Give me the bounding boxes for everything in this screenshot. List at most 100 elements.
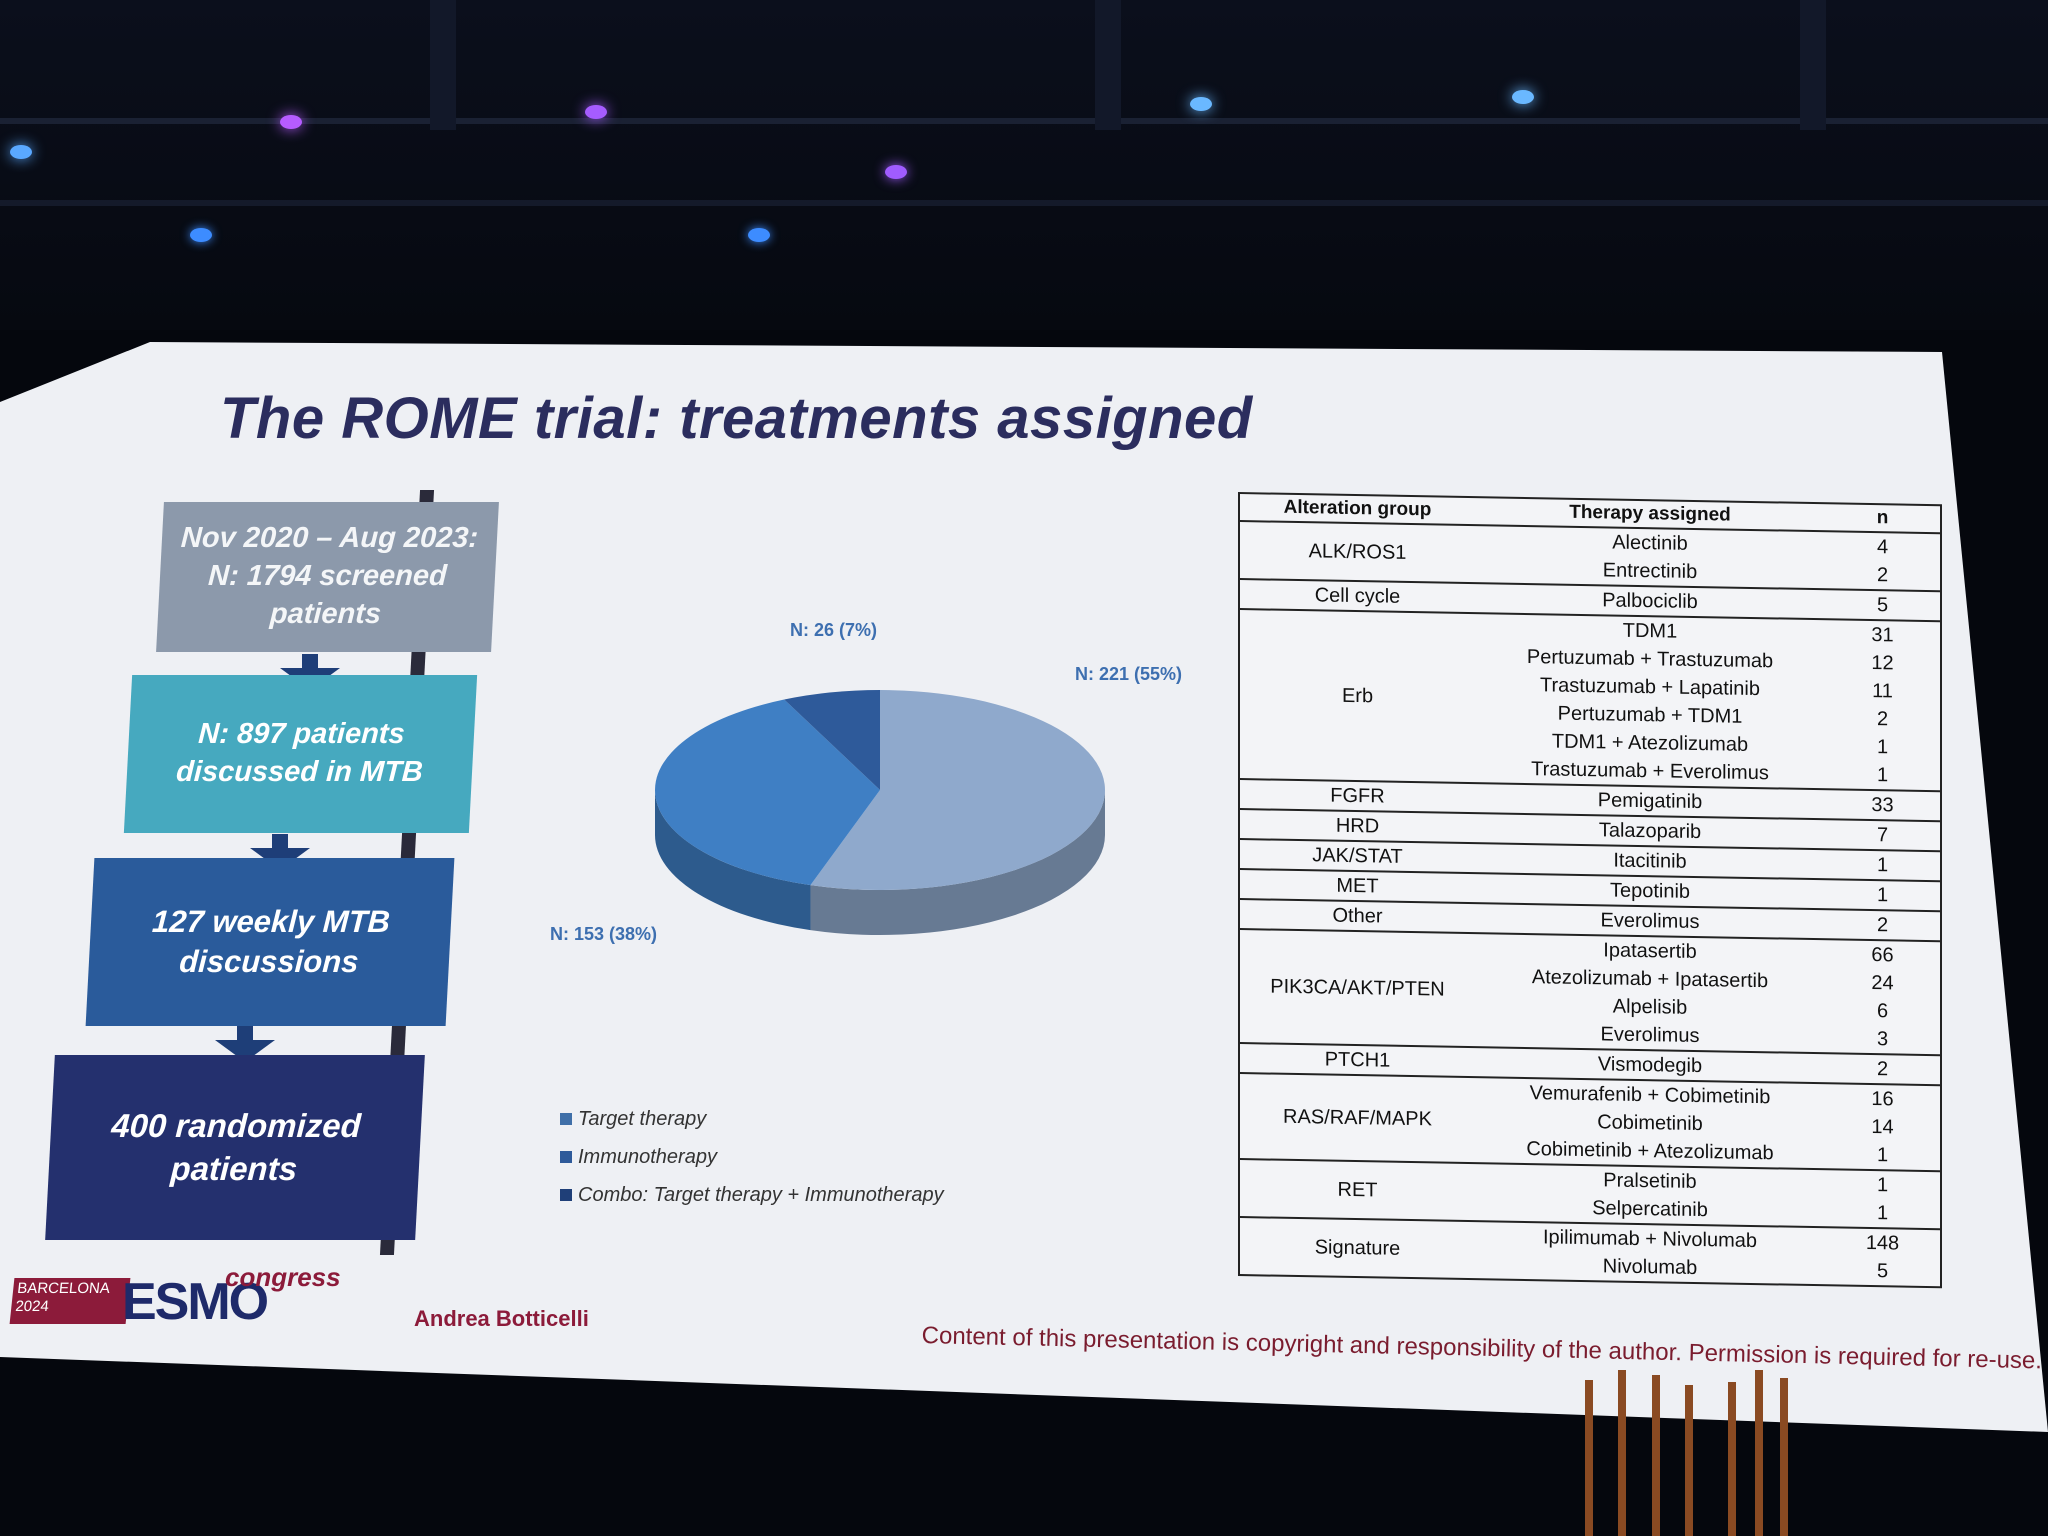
legend-label: Immunotherapy [578,1145,717,1168]
count-cell: 11 [1872,679,1893,702]
esmo-logo: ESMO [122,1273,269,1331]
therapy-cell: Entrectinib [1602,558,1698,583]
alteration-group-cell: Cell cycle [1314,583,1401,608]
legend-item-immuno: Immunotherapy [560,1138,944,1176]
legend-swatch [560,1189,572,1201]
alteration-group-cell: FGFR [1330,784,1385,808]
therapy-cell: Cobimetinib [1597,1110,1703,1135]
count-cell: 5 [1876,1259,1889,1282]
stage-ceiling [0,0,2048,330]
legend-label: Target therapy [578,1107,707,1130]
count-cell: 1 [1876,883,1889,906]
esmo-city-badge: BARCELONA 2024 [9,1278,131,1324]
therapy-cell: Talazoparib [1598,818,1702,843]
therapy-cell: TDM1 + Atezolizumab [1551,729,1749,756]
flow-box-randomized: 400 randomized patients [45,1055,425,1240]
therapy-cell: Vemurafenib + Cobimetinib [1529,1081,1771,1108]
stage-light [885,165,907,179]
count-cell: 16 [1871,1087,1894,1110]
therapy-cell: Ipilimumab + Nivolumab [1543,1225,1757,1252]
therapy-cell: Trastuzumab + Everolimus [1531,757,1769,784]
therapy-cell: Pertuzumab + TDM1 [1557,702,1743,728]
stage-light [1512,90,1534,104]
count-cell: 3 [1876,1027,1889,1050]
alteration-group-cell: JAK/STAT [1312,843,1403,868]
alteration-group-cell: HRD [1335,814,1380,837]
pie-slice-0 [810,690,1105,890]
count-cell: 33 [1871,793,1894,816]
pie-label-combo: N: 26 (7%) [790,620,878,640]
alteration-group-cell: PTCH1 [1324,1048,1391,1072]
pie-chart [655,690,1105,935]
count-cell: 1 [1876,735,1889,758]
pie-slice-side [655,790,811,931]
alteration-group-cell: MET [1336,874,1379,897]
alteration-group-cell: Erb [1341,684,1374,707]
header-n: n [1876,507,1889,529]
therapy-cell: Vismodegib [1597,1052,1703,1077]
legend-item-target: Target therapy [560,1100,944,1138]
truss-post [430,0,456,130]
therapy-cell: Selpercatinib [1592,1196,1708,1221]
lighting-truss [0,118,2048,124]
truss-post [1095,0,1121,130]
truss-post [1800,0,1826,130]
therapy-table: Alteration group Therapy assigned n ALK/… [1238,492,1942,1289]
count-cell: 6 [1876,999,1889,1022]
table-group: PIK3CA/AKT/PTEN Ipatasertib 66 Atezolizumab… [1240,930,1940,1057]
count-cell: 5 [1876,593,1889,616]
flow-box-discussed: N: 897 patients discussed in MTB [123,675,478,833]
alteration-group-cell: RET [1337,1178,1378,1201]
legend-swatch [560,1151,572,1163]
table-group: RAS/RAF/MAPK Vemurafenib + Cobimetinib 16 C… [1240,1074,1940,1173]
pie-label-immuno: N: 153 (38%) [550,924,658,944]
stage-prop [1755,1370,1763,1536]
legend-swatch [560,1113,572,1125]
stage-light [190,228,212,242]
esmo-year: 2024 [14,1298,50,1315]
stage-prop [1685,1385,1693,1536]
count-cell: 7 [1876,823,1889,846]
count-cell: 31 [1871,623,1894,646]
therapy-cell: Ipatasertib [1603,938,1697,963]
pie-slice-2 [784,690,880,790]
pie-slice-1 [655,699,880,886]
therapy-cell: Alectinib [1612,531,1688,555]
therapy-cell: Pertuzumab + Trastuzumab [1526,645,1774,672]
esmo-city: BARCELONA [16,1280,111,1297]
therapy-cell: Pemigatinib [1597,788,1703,813]
header-alteration-group: Alteration group [1283,496,1432,521]
flow-box-weekly: 127 weekly MTB discussions [85,858,455,1026]
header-therapy-assigned: Therapy assigned [1569,501,1731,526]
esmo-congress: congress [225,1262,341,1292]
count-cell: 12 [1871,651,1894,674]
table-body: ALK/ROS1 Alectinib 4 Entrectinib 2 Cell cycle… [1240,522,1940,1286]
count-cell: 1 [1876,763,1889,786]
therapy-cell: Palbociclib [1602,588,1698,613]
table-group: Signature Ipilimumab + Nivolumab 148 Nivolu… [1240,1218,1940,1286]
alteration-group-cell: Signature [1314,1235,1401,1260]
stage-light [10,145,32,159]
alteration-group-cell: RAS/RAF/MAPK [1283,1105,1432,1130]
lighting-truss [0,200,2048,206]
slide-title: The ROME trial: treatments assigned [220,386,1253,451]
stage-light [280,115,302,129]
flow-box-screened: Nov 2020 – Aug 2023: N: 1794 screened pa… [156,502,499,652]
alteration-group-cell: PIK3CA/AKT/PTEN [1270,975,1445,1001]
legend-label: Combo: Target therapy + Immunotherapy [578,1183,944,1206]
table-group: Erb TDM1 31 Pertuzumab + Trastuzumab 12 Trast… [1240,610,1940,793]
count-cell: 24 [1871,971,1894,994]
stage-prop [1618,1370,1626,1536]
stage-light [748,228,770,242]
therapy-cell: Everolimus [1600,908,1700,933]
count-cell: 2 [1876,1057,1889,1080]
alteration-group-cell: ALK/ROS1 [1308,539,1407,564]
stage-prop [1585,1380,1593,1536]
count-cell: 2 [1876,913,1889,936]
therapy-cell: Itacitinib [1613,849,1687,873]
count-cell: 1 [1876,1143,1889,1166]
therapy-cell: Alpelisib [1612,995,1688,1019]
count-cell: 1 [1876,853,1889,876]
count-cell: 66 [1871,943,1894,966]
count-cell: 1 [1876,1201,1889,1224]
